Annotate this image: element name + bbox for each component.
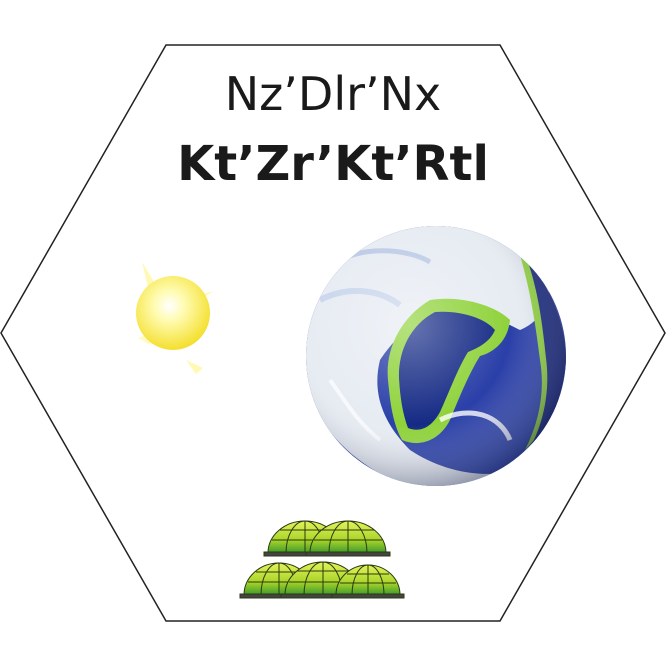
tile-name-secondary: Kt’Zr’Kt’Rtl (177, 136, 489, 192)
tile-name-primary: Nz’Dlr’Nx (225, 67, 442, 121)
dome-colony-icon (239, 520, 405, 599)
planet-icon (306, 226, 566, 486)
sun-icon (136, 262, 214, 374)
